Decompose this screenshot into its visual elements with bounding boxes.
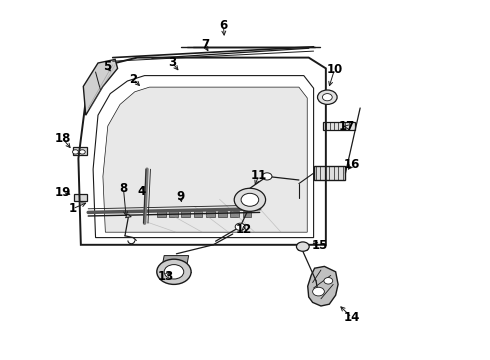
Circle shape bbox=[322, 94, 332, 101]
Polygon shape bbox=[308, 266, 338, 306]
Text: 4: 4 bbox=[137, 185, 145, 198]
Bar bbox=[230, 211, 239, 217]
Text: 1: 1 bbox=[69, 202, 76, 215]
Text: 17: 17 bbox=[339, 120, 355, 133]
Text: 10: 10 bbox=[326, 63, 343, 76]
Circle shape bbox=[296, 242, 309, 251]
Text: 14: 14 bbox=[343, 311, 360, 324]
Text: 12: 12 bbox=[236, 223, 252, 236]
Circle shape bbox=[235, 223, 245, 230]
Bar bbox=[157, 211, 166, 217]
Circle shape bbox=[262, 173, 272, 180]
Text: 16: 16 bbox=[343, 158, 360, 171]
Text: 15: 15 bbox=[312, 239, 328, 252]
Circle shape bbox=[234, 188, 266, 211]
Text: 9: 9 bbox=[176, 190, 184, 203]
Circle shape bbox=[241, 193, 259, 206]
Text: 8: 8 bbox=[120, 183, 127, 195]
Bar bbox=[314, 166, 345, 180]
Circle shape bbox=[313, 287, 324, 296]
Bar bbox=[73, 147, 87, 155]
Text: 7: 7 bbox=[201, 39, 209, 51]
Text: 19: 19 bbox=[54, 186, 71, 199]
Text: 11: 11 bbox=[250, 169, 267, 182]
Circle shape bbox=[318, 90, 337, 104]
Circle shape bbox=[157, 259, 191, 284]
Circle shape bbox=[73, 150, 78, 154]
Text: 5: 5 bbox=[103, 60, 111, 73]
Bar bbox=[243, 211, 251, 217]
Text: 13: 13 bbox=[157, 270, 174, 283]
Text: 6: 6 bbox=[220, 19, 227, 32]
Bar bbox=[218, 211, 227, 217]
Polygon shape bbox=[83, 59, 118, 115]
Circle shape bbox=[79, 150, 85, 154]
Text: 2: 2 bbox=[129, 73, 137, 86]
Bar bbox=[206, 211, 215, 217]
Bar bbox=[74, 194, 87, 201]
Polygon shape bbox=[162, 256, 189, 269]
Polygon shape bbox=[298, 245, 309, 250]
Circle shape bbox=[324, 278, 333, 284]
Polygon shape bbox=[103, 87, 307, 232]
Bar bbox=[323, 122, 355, 130]
Circle shape bbox=[164, 265, 184, 279]
Bar bbox=[194, 211, 202, 217]
Bar bbox=[169, 211, 178, 217]
Text: 3: 3 bbox=[169, 57, 176, 69]
Polygon shape bbox=[125, 214, 131, 218]
Bar bbox=[181, 211, 190, 217]
Text: 18: 18 bbox=[54, 132, 71, 145]
